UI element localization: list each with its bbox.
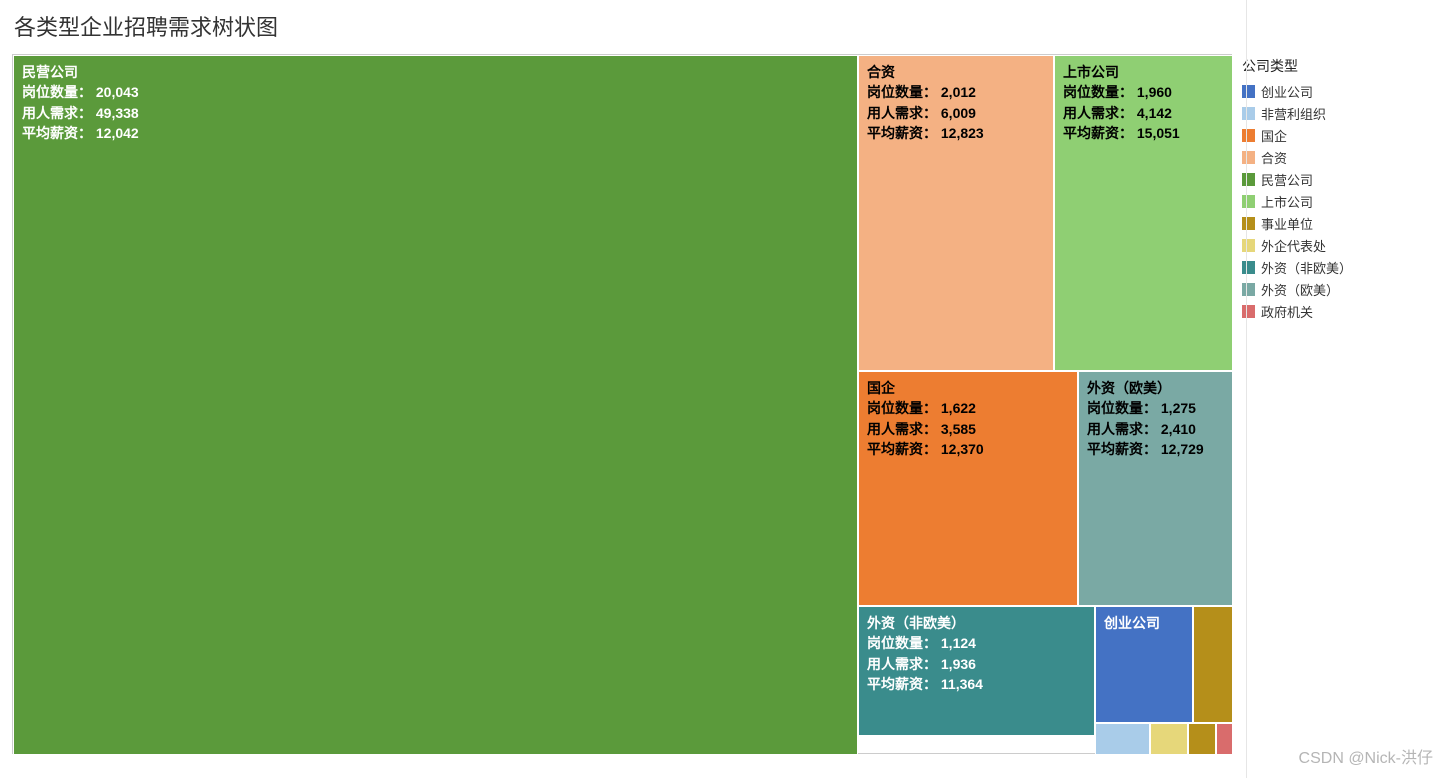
cell-label: 民营公司岗位数量： 20,043用人需求： 49,338平均薪资： 12,042 xyxy=(14,56,857,149)
cell-label: 国企岗位数量： 1,622用人需求： 3,585平均薪资： 12,370 xyxy=(859,372,1077,465)
legend-label: 外资（非欧美） xyxy=(1261,258,1352,277)
legend-item[interactable]: 创业公司 xyxy=(1242,80,1443,102)
legend-item[interactable]: 事业单位 xyxy=(1242,212,1443,234)
legend-swatch xyxy=(1242,195,1255,208)
legend-swatch xyxy=(1242,239,1255,252)
legend-swatch xyxy=(1242,107,1255,120)
legend-item[interactable]: 外企代表处 xyxy=(1242,234,1443,256)
legend-item[interactable]: 政府机关 xyxy=(1242,300,1443,322)
legend-label: 事业单位 xyxy=(1261,214,1313,233)
treemap-cell-waiqidaibiao[interactable] xyxy=(1150,723,1188,755)
legend-item[interactable]: 非营利组织 xyxy=(1242,102,1443,124)
legend-label: 创业公司 xyxy=(1261,82,1313,101)
cell-label: 外资（欧美）岗位数量： 1,275用人需求： 2,410平均薪资： 12,729 xyxy=(1079,372,1232,465)
legend-swatch xyxy=(1242,217,1255,230)
legend-item[interactable]: 外资（欧美） xyxy=(1242,278,1443,300)
legend-item[interactable]: 外资（非欧美） xyxy=(1242,256,1443,278)
legend-label: 外资（欧美） xyxy=(1261,280,1339,299)
legend-label: 政府机关 xyxy=(1261,302,1313,321)
legend-item[interactable]: 上市公司 xyxy=(1242,190,1443,212)
cell-label: 上市公司岗位数量： 1,960用人需求： 4,142平均薪资： 15,051 xyxy=(1055,56,1232,149)
treemap-chart: 民营公司岗位数量： 20,043用人需求： 49,338平均薪资： 12,042… xyxy=(12,54,1232,754)
legend-label: 外企代表处 xyxy=(1261,236,1326,255)
page-title: 各类型企业招聘需求树状图 xyxy=(0,0,1443,50)
legend-label: 民营公司 xyxy=(1261,170,1313,189)
legend-swatch xyxy=(1242,129,1255,142)
treemap-cell-minying[interactable]: 民营公司岗位数量： 20,043用人需求： 49,338平均薪资： 12,042 xyxy=(13,55,858,755)
cell-label: 合资岗位数量： 2,012用人需求： 6,009平均薪资： 12,823 xyxy=(859,56,1053,149)
legend-swatch xyxy=(1242,151,1255,164)
treemap-cell-waizi-oumei[interactable]: 外资（欧美）岗位数量： 1,275用人需求： 2,410平均薪资： 12,729 xyxy=(1078,371,1233,606)
cell-label: 创业公司 xyxy=(1096,607,1192,639)
legend-item[interactable]: 民营公司 xyxy=(1242,168,1443,190)
legend-swatch xyxy=(1242,283,1255,296)
cell-label: 外资（非欧美）岗位数量： 1,124用人需求： 1,936平均薪资： 11,36… xyxy=(859,607,1094,700)
treemap-cell-shiye[interactable] xyxy=(1193,606,1233,723)
legend-item[interactable]: 国企 xyxy=(1242,124,1443,146)
legend-title: 公司类型 xyxy=(1242,56,1443,76)
treemap-cell-hezi[interactable]: 合资岗位数量： 2,012用人需求： 6,009平均薪资： 12,823 xyxy=(858,55,1054,371)
legend-item[interactable]: 合资 xyxy=(1242,146,1443,168)
treemap-cell-guoqi[interactable]: 国企岗位数量： 1,622用人需求： 3,585平均薪资： 12,370 xyxy=(858,371,1078,606)
legend-label: 国企 xyxy=(1261,126,1287,145)
legend-swatch xyxy=(1242,85,1255,98)
legend-swatch xyxy=(1242,173,1255,186)
divider xyxy=(1246,0,1247,778)
legend-label: 上市公司 xyxy=(1261,192,1313,211)
treemap-cell-waizi-feioumei[interactable]: 外资（非欧美）岗位数量： 1,124用人需求： 1,936平均薪资： 11,36… xyxy=(858,606,1095,736)
legend-swatch xyxy=(1242,261,1255,274)
legend: 公司类型 创业公司非营利组织国企合资民营公司上市公司事业单位外企代表处外资（非欧… xyxy=(1232,50,1443,754)
treemap-cell-chuangye[interactable]: 创业公司 xyxy=(1095,606,1193,723)
treemap-cell-zhengfu[interactable] xyxy=(1216,723,1233,755)
legend-label: 非营利组织 xyxy=(1261,104,1326,123)
treemap-cell-shiye2[interactable] xyxy=(1188,723,1216,755)
treemap-cell-feiyingli[interactable] xyxy=(1095,723,1150,755)
legend-swatch xyxy=(1242,305,1255,318)
legend-label: 合资 xyxy=(1261,148,1287,167)
watermark: CSDN @Nick-洪仔 xyxy=(1299,744,1433,768)
treemap-cell-shangshi[interactable]: 上市公司岗位数量： 1,960用人需求： 4,142平均薪资： 15,051 xyxy=(1054,55,1233,371)
